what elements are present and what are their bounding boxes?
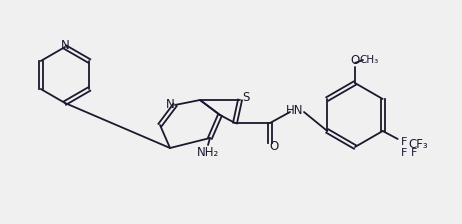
Text: F: F <box>401 137 407 147</box>
Text: S: S <box>242 90 249 103</box>
Text: CF₃: CF₃ <box>408 138 427 151</box>
Text: O: O <box>269 140 279 153</box>
Text: O: O <box>350 54 359 67</box>
Text: CH₃: CH₃ <box>359 55 379 65</box>
Text: NH₂: NH₂ <box>197 146 219 159</box>
Text: F: F <box>401 148 407 158</box>
Text: N: N <box>61 39 69 52</box>
Text: F: F <box>411 148 417 158</box>
Text: HN: HN <box>286 103 304 116</box>
Text: N: N <box>165 97 174 110</box>
